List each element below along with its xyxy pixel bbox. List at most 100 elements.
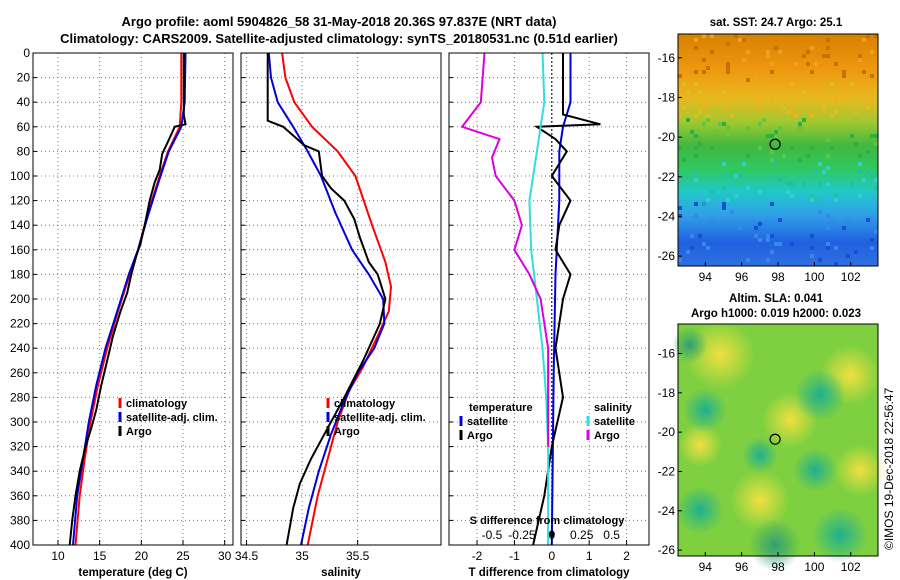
sst-pixel [774, 98, 778, 102]
sst-pixel [698, 106, 702, 110]
sst-pixel [870, 50, 874, 54]
y-tick-label: 280 [10, 390, 30, 404]
sst-pixel [678, 130, 682, 134]
sst-pixel [770, 202, 774, 206]
y-tick-label: 260 [10, 366, 30, 380]
sst-pixel [810, 98, 814, 102]
sst-pixel [766, 134, 770, 138]
sst-pixel [850, 82, 854, 86]
sst-pixel [678, 174, 682, 178]
sst-pixel [794, 62, 798, 66]
map-y-tick-label: -26 [658, 543, 676, 557]
sst-pixel [870, 238, 874, 242]
x-tick-label: 2 [623, 549, 630, 563]
sst-pixel [874, 178, 878, 182]
sst-pixel [810, 46, 814, 50]
sst-pixel [682, 158, 686, 162]
sst-pixel [826, 54, 830, 58]
sst-pixel [770, 98, 774, 102]
sst-pixel [774, 242, 778, 246]
sst-pixel [738, 38, 742, 42]
sst-pixel [710, 94, 714, 98]
sst-pixel [746, 154, 750, 158]
y-tick-label: 40 [17, 95, 31, 109]
sst-pixel [722, 122, 726, 126]
sst-pixel [818, 182, 822, 186]
sst-pixel [842, 70, 846, 74]
sst-pixel [694, 214, 698, 218]
y-tick-label: 300 [10, 415, 30, 429]
sst-map-title: sat. SST: 24.7 Argo: 25.1 [710, 17, 843, 29]
y-tick-label: 60 [17, 120, 31, 134]
sst-pixel [874, 94, 878, 98]
sst-pixel [862, 70, 866, 74]
sst-pixel [830, 146, 834, 150]
sst-pixel [730, 210, 734, 214]
sst-pixel [778, 242, 782, 246]
x-axis-label: T difference from climatology [468, 567, 630, 579]
sst-pixel [722, 186, 726, 190]
series-s-argo [460, 52, 550, 447]
sst-pixel [746, 126, 750, 130]
sst-pixel [810, 246, 814, 250]
sst-pixel [694, 202, 698, 206]
sla-blob [834, 444, 886, 496]
sst-pixel [686, 250, 690, 254]
sst-pixel [782, 106, 786, 110]
sst-pixel [746, 78, 750, 82]
title-line-2: Climatology: CARS2009. Satellite-adjuste… [60, 31, 618, 46]
sla-blob [672, 327, 708, 363]
sst-pixel [678, 258, 682, 262]
sst-pixel [746, 50, 750, 54]
top-tick-label: -0.25 [508, 528, 536, 542]
sst-pixel [778, 218, 782, 222]
sst-pixel [834, 198, 838, 202]
sst-pixel [726, 70, 730, 74]
sst-pixel [770, 158, 774, 162]
sst-pixel [766, 54, 770, 58]
sst-pixel [726, 106, 730, 110]
x-tick-label: 35.5 [346, 549, 370, 563]
x-tick-label: 0 [548, 549, 555, 563]
y-tick-label: 160 [10, 243, 30, 257]
sst-pixel [702, 34, 706, 38]
difference-panel: -2 -1 0 1 2 T difference from climatology temp… [448, 52, 650, 579]
sst-heatmap-pixels [678, 34, 878, 266]
sst-pixel [826, 154, 830, 158]
sst-pixel [810, 146, 814, 150]
sst-pixel [690, 234, 694, 238]
sst-pixel [722, 102, 726, 106]
sst-pixel [858, 162, 862, 166]
sst-pixel [694, 102, 698, 106]
sst-pixel [690, 246, 694, 250]
y-tick-label: 0 [23, 46, 30, 60]
sst-pixel [754, 94, 758, 98]
sst-pixel [798, 158, 802, 162]
sla-blob [812, 507, 868, 563]
map-x-tick-label: 96 [735, 560, 749, 574]
sst-pixel [798, 126, 802, 130]
sst-pixel [802, 90, 806, 94]
sst-pixel [810, 114, 814, 118]
x-tick-label: 34.5 [235, 549, 259, 563]
sst-pixel [842, 226, 846, 230]
sst-pixel [866, 106, 870, 110]
sst-pixel [826, 182, 830, 186]
sst-pixel [814, 62, 818, 66]
sst-pixel [786, 110, 790, 114]
sst-pixel [866, 102, 870, 106]
sst-pixel [778, 126, 782, 130]
sst-pixel [846, 218, 850, 222]
sst-pixel [754, 226, 758, 230]
x-axis-label: salinity [321, 567, 361, 579]
map-y-tick-label: -22 [658, 170, 676, 184]
sst-pixel [694, 146, 698, 150]
imos-watermark: ©IMOS 19-Dec-2018 22:56:47 [882, 387, 896, 550]
sst-pixel [694, 114, 698, 118]
sst-pixel [826, 138, 830, 142]
sst-pixel [822, 54, 826, 58]
sst-pixel [862, 178, 866, 182]
y-tick-label: 360 [10, 489, 30, 503]
sst-pixel [694, 170, 698, 174]
